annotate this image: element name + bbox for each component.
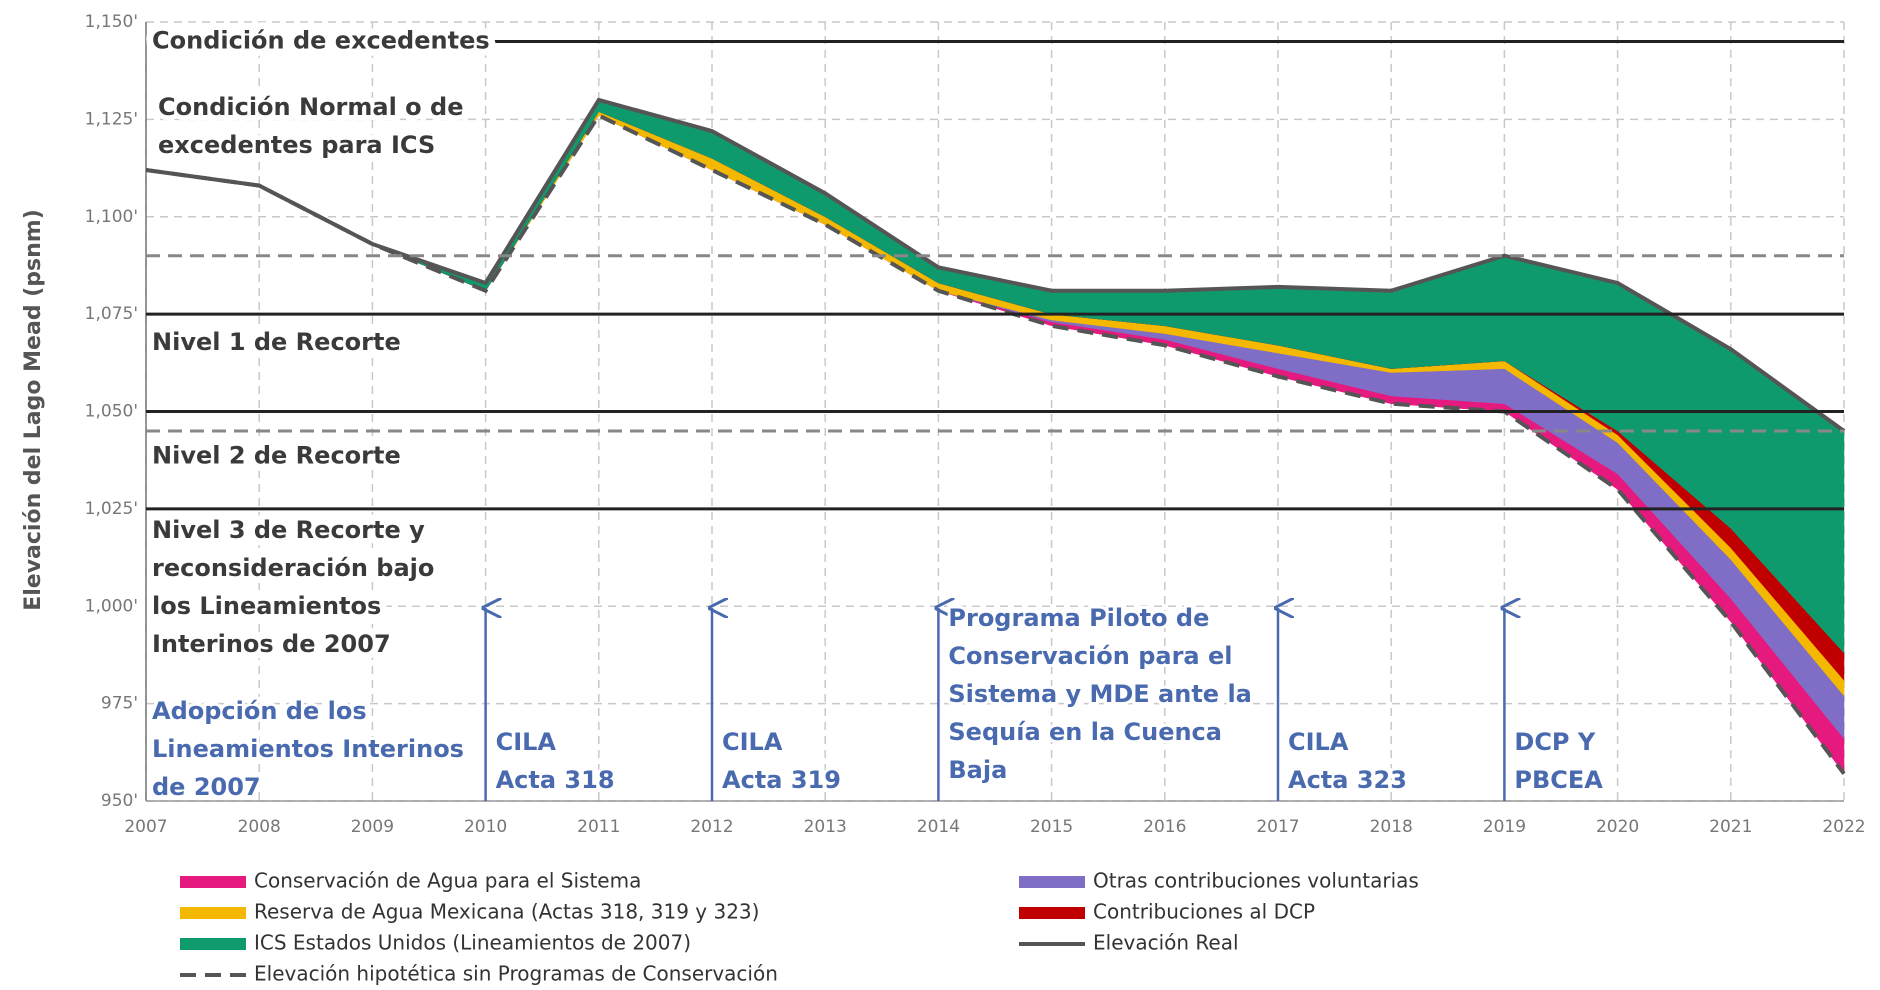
legend-swatch — [180, 938, 246, 950]
x-tick-label: 2014 — [917, 817, 960, 837]
level-label: Interinos de 2007 — [152, 630, 391, 658]
x-tick-label: 2019 — [1483, 817, 1526, 837]
level-label: reconsideración bajo — [152, 554, 434, 582]
legend-item: Reserva de Agua Mexicana (Actas 318, 319… — [180, 900, 759, 924]
legend-item: Conservación de Agua para el Sistema — [180, 869, 641, 893]
y-axis-title: Elevación del Lago Mead (psnm) — [21, 209, 46, 611]
level-label: Condición de excedentes — [152, 26, 490, 54]
x-tick-label: 2011 — [577, 817, 620, 837]
level-label: Nivel 2 de Recorte — [152, 442, 401, 470]
level-label: Nivel 3 de Recorte y — [152, 516, 425, 544]
y-tick-label: 1,025' — [85, 499, 138, 519]
event-label: DCP Y — [1514, 728, 1595, 756]
event-label: CILA — [496, 728, 557, 756]
legend-swatch — [1019, 907, 1085, 919]
event-label: Acta 323 — [1288, 766, 1407, 794]
event-label: Programa Piloto de — [948, 604, 1209, 632]
y-tick-label: 1,100' — [85, 207, 138, 227]
event-label: Acta 318 — [496, 766, 615, 794]
legend-label: Reserva de Agua Mexicana (Actas 318, 319… — [254, 900, 759, 924]
event-label: PBCEA — [1514, 766, 1603, 794]
legend-item: Elevación Real — [1019, 931, 1239, 955]
real-line — [145, 97, 1846, 433]
event-label: CILA — [722, 728, 783, 756]
event-label: de 2007 — [152, 773, 261, 801]
x-tick-label: 2009 — [351, 817, 394, 837]
x-tick-label: 2017 — [1256, 817, 1299, 837]
legend-label: Contribuciones al DCP — [1093, 900, 1315, 924]
legend-item: Elevación hipotética sin Programas de Co… — [180, 962, 778, 986]
x-tick-label: 2010 — [464, 817, 507, 837]
event-label: Acta 319 — [722, 766, 841, 794]
hypothetical-line — [145, 112, 1846, 775]
event-label: CILA — [1288, 728, 1349, 756]
y-tick-label: 1,150' — [85, 12, 138, 32]
x-tick-label: 2007 — [124, 817, 167, 837]
event-label: Lineamientos Interinos — [152, 735, 464, 763]
legend-label: Otras contribuciones voluntarias — [1093, 869, 1419, 893]
x-tick-label: 2008 — [238, 817, 281, 837]
y-tick-label: 975' — [101, 694, 138, 714]
legend-label: Elevación hipotética sin Programas de Co… — [254, 962, 778, 986]
y-tick-label: 1,125' — [85, 109, 138, 129]
x-tick-label: 2012 — [690, 817, 733, 837]
legend-item: ICS Estados Unidos (Lineamientos de 2007… — [180, 931, 691, 955]
event-label: Sequía en la Cuenca — [948, 718, 1222, 746]
legend-swatch — [180, 876, 246, 888]
x-tick-label: 2018 — [1370, 817, 1413, 837]
event-label: Sistema y MDE ante la — [948, 680, 1251, 708]
event-label: Baja — [948, 756, 1007, 784]
y-tick-label: 1,050' — [85, 402, 138, 422]
y-tick-label: 1,075' — [85, 304, 138, 324]
legend-label: Elevación Real — [1093, 931, 1239, 955]
y-tick-label: 950' — [101, 791, 138, 811]
event-label: Conservación para el — [948, 642, 1232, 670]
x-tick-label: 2016 — [1143, 817, 1186, 837]
note-label: excedentes para ICS — [158, 131, 435, 159]
level-label: los Lineamientos — [152, 592, 381, 620]
y-tick-label: 1,000' — [85, 596, 138, 616]
event-label: Adopción de los — [152, 697, 367, 725]
x-tick-label: 2022 — [1822, 817, 1865, 837]
legend-swatch — [1019, 876, 1085, 888]
level-label: Nivel 1 de Recorte — [152, 328, 401, 356]
legend-swatch — [180, 907, 246, 919]
legend-label: Conservación de Agua para el Sistema — [254, 869, 641, 893]
x-tick-label: 2021 — [1709, 817, 1752, 837]
x-tick-label: 2015 — [1030, 817, 1073, 837]
legend-item: Contribuciones al DCP — [1019, 900, 1315, 924]
note-label: Condición Normal o de — [158, 93, 463, 121]
x-tick-label: 2013 — [804, 817, 847, 837]
legend-label: ICS Estados Unidos (Lineamientos de 2007… — [254, 931, 691, 955]
x-tick-label: 2020 — [1596, 817, 1639, 837]
legend-item: Otras contribuciones voluntarias — [1019, 869, 1419, 893]
